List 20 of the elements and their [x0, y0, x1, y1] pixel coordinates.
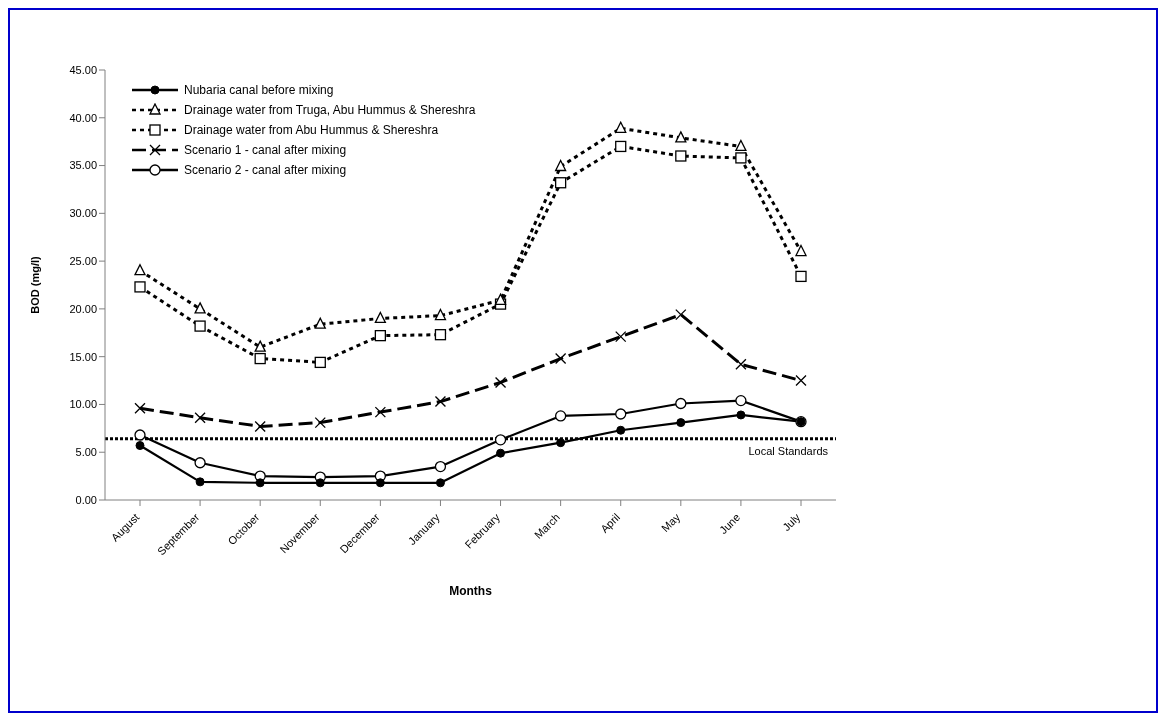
- y-tick-label: 5.00: [75, 446, 97, 459]
- y-tick-label: 15.00: [69, 350, 97, 363]
- x-axis-title: Months: [449, 584, 493, 598]
- x-tick-label: May: [659, 510, 683, 535]
- y-tick-label: 25.00: [69, 255, 97, 268]
- legend-label: Scenario 1 - canal after mixing: [184, 143, 347, 157]
- legend-label: Scenario 2 - canal after mixing: [184, 163, 347, 177]
- y-tick-label: 20.00: [69, 302, 97, 315]
- legend-label: Drainage water from Truga, Abu Hummus & Shereshra: [184, 103, 476, 117]
- ref-line-label: Local Standards: [748, 444, 829, 457]
- legend-label: Nubaria canal before mixing: [184, 83, 334, 97]
- y-tick-label: 30.00: [69, 207, 97, 220]
- x-tick-label: July: [780, 510, 803, 534]
- y-tick-label: 0.00: [75, 493, 97, 506]
- legend-label: Drainage water from Abu Hummus & Shereshra: [184, 123, 439, 137]
- y-tick-label: 10.00: [69, 398, 97, 411]
- y-axis-title: BOD (mg/l): [28, 255, 41, 314]
- y-tick-label: 40.00: [69, 111, 97, 124]
- y-tick-label: 45.00: [69, 63, 97, 76]
- y-tick-label: 35.00: [69, 159, 97, 172]
